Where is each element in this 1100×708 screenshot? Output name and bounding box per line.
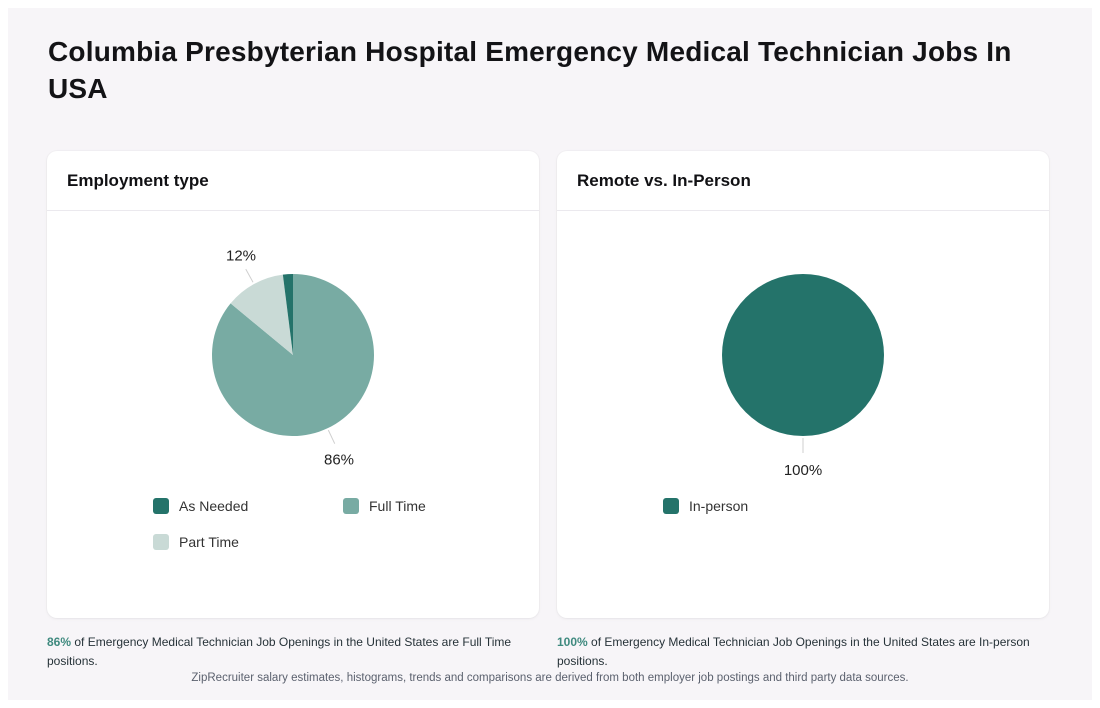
caption-highlight: 100% — [557, 635, 588, 649]
remote-vs-inperson-caption: 100% of Emergency Medical Technician Job… — [557, 633, 1049, 670]
card-header: Employment type — [47, 151, 539, 211]
page-panel: Columbia Presbyterian Hospital Emergency… — [8, 8, 1092, 700]
full-time-swatch-icon — [343, 498, 359, 514]
caption-text: of Emergency Medical Technician Job Open… — [47, 635, 512, 668]
pie-label-leader-line — [327, 429, 336, 444]
remote-vs-inperson-card-title: Remote vs. In-Person — [577, 170, 751, 190]
captions-row: 86% of Emergency Medical Technician Job … — [47, 633, 1092, 670]
caption-highlight: 86% — [47, 635, 72, 649]
pie-slice-full-time[interactable] — [212, 274, 375, 436]
legend-item-as-needed[interactable]: As Needed — [153, 498, 343, 514]
legend-label: In-person — [689, 498, 749, 514]
employment-type-pie-chart: 86% 12% — [212, 247, 375, 469]
pie-data-label: 12% — [226, 247, 256, 264]
footer-disclaimer: ZipRecruiter salary estimates, histogram… — [191, 672, 909, 684]
employment-type-legend: As Needed Full Time Part Time — [47, 498, 539, 570]
employment-type-card: Employment type 86% 12% As Needed Full Ti… — [47, 151, 539, 618]
legend-item-in-person[interactable]: In-person — [663, 498, 853, 514]
pie-label-leader-line — [245, 268, 254, 283]
legend-label: As Needed — [179, 498, 249, 514]
pie-slice-as-needed[interactable] — [282, 274, 293, 355]
card-header: Remote vs. In-Person — [557, 151, 1049, 211]
as-needed-swatch-icon — [153, 498, 169, 514]
remote-vs-inperson-card: Remote vs. In-Person 100% In-person — [557, 151, 1049, 618]
pie-slice-part-time[interactable] — [230, 274, 293, 355]
in-person-swatch-icon — [663, 498, 679, 514]
pie-data-label: 100% — [784, 462, 822, 479]
legend-item-full-time[interactable]: Full Time — [343, 498, 533, 514]
page-title: Columbia Presbyterian Hospital Emergency… — [48, 36, 1012, 104]
employment-type-card-title: Employment type — [67, 170, 209, 190]
legend-label: Part Time — [179, 534, 239, 550]
remote-vs-inperson-pie-chart: 100% — [722, 274, 884, 479]
remote-vs-inperson-legend: In-person — [557, 498, 1049, 534]
caption-text: of Emergency Medical Technician Job Open… — [557, 635, 1030, 668]
pie-data-label: 86% — [324, 452, 354, 469]
legend-label: Full Time — [369, 498, 426, 514]
pie-slice-in-person[interactable] — [722, 274, 884, 436]
cards-row: Employment type 86% 12% As Needed Full Ti… — [47, 151, 1092, 618]
legend-item-part-time[interactable]: Part Time — [153, 534, 343, 550]
employment-type-caption: 86% of Emergency Medical Technician Job … — [47, 633, 539, 670]
part-time-swatch-icon — [153, 534, 169, 550]
